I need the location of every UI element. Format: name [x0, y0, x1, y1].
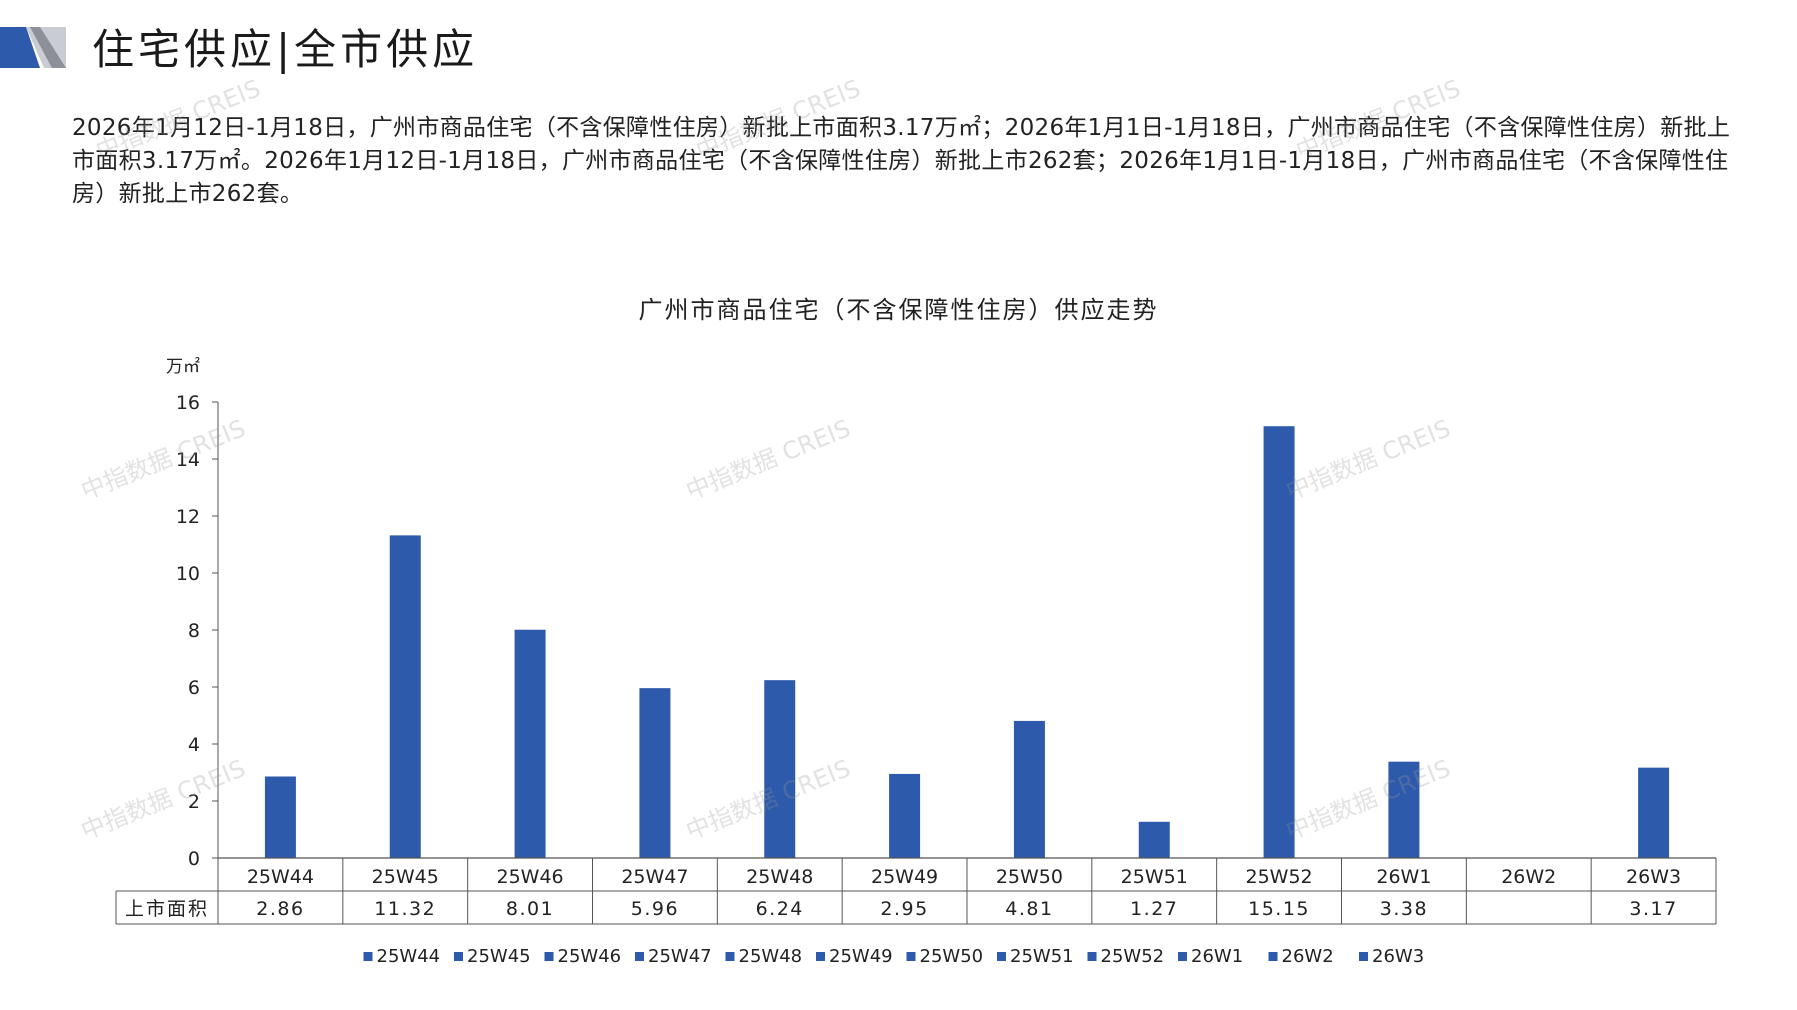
legend-swatch: [1178, 952, 1187, 961]
header-logo-shape: [0, 27, 66, 68]
legend-swatch: [1268, 952, 1278, 961]
category-label: 25W49: [871, 866, 938, 888]
category-label: 25W44: [247, 866, 314, 888]
legend-item: 25W46: [558, 946, 622, 967]
y-tick-label: 0: [188, 848, 200, 870]
y-axis-unit: 万㎡: [166, 357, 200, 377]
category-label: 26W1: [1376, 866, 1431, 888]
legend-swatch: [816, 952, 825, 961]
legend-swatch: [363, 952, 373, 961]
y-tick-label: 14: [176, 449, 200, 471]
data-label: 3.38: [1380, 898, 1428, 920]
legend-item: 26W2: [1282, 946, 1334, 967]
legend-swatch: [454, 952, 463, 961]
y-tick-label: 12: [176, 506, 200, 528]
legend-item: 25W49: [829, 946, 893, 967]
data-label: 3.17: [1629, 898, 1677, 920]
table-series-label: 上市面积: [125, 898, 209, 920]
legend-item: 26W1: [1191, 946, 1243, 967]
legend-item: 25W44: [377, 946, 441, 967]
chart-title: 广州市商品住宅（不含保障性住房）供应走势: [638, 296, 1159, 324]
legend-item: 25W50: [920, 946, 984, 967]
data-label: 4.81: [1005, 898, 1053, 920]
bar-25w47: [639, 688, 671, 858]
bar-25w50: [1013, 720, 1045, 858]
legend-item: 25W51: [1010, 946, 1074, 967]
header: 住宅供应|全市供应: [0, 0, 1797, 100]
data-label: 11.32: [374, 898, 436, 920]
y-tick-label: 8: [188, 620, 200, 642]
legend-item: 25W45: [467, 946, 531, 967]
legend-swatch: [725, 952, 735, 961]
bar-25w44: [264, 776, 296, 858]
summary-text: 2026年1月12日-1月18日，广州市商品住宅（不含保障性住房）新批上市面积3…: [72, 115, 1731, 207]
category-label: 25W52: [1246, 866, 1313, 888]
category-label: 26W3: [1626, 866, 1681, 888]
category-label: 25W50: [996, 866, 1063, 888]
y-tick-label: 6: [188, 677, 200, 699]
category-label: 25W48: [746, 866, 813, 888]
legend-swatch: [906, 952, 916, 961]
y-tick-label: 4: [188, 734, 200, 756]
legend-swatch: [1087, 952, 1097, 961]
legend-item: 25W48: [739, 946, 803, 967]
category-label: 26W2: [1501, 866, 1556, 888]
legend-swatch: [1359, 952, 1368, 961]
legend-swatch: [635, 952, 644, 961]
category-label: 25W45: [372, 866, 439, 888]
bar-25w51: [1138, 821, 1170, 858]
legend-swatch: [997, 952, 1006, 961]
legend-item: 25W52: [1101, 946, 1165, 967]
bar-25w45: [389, 535, 421, 858]
bar-25w49: [889, 773, 921, 858]
y-tick-label: 2: [188, 791, 200, 813]
legend-swatch: [544, 952, 554, 961]
category-label: 25W47: [621, 866, 688, 888]
page-title: 住宅供应|全市供应: [92, 25, 479, 74]
bar-26w3: [1638, 767, 1670, 858]
category-label: 25W51: [1121, 866, 1188, 888]
legend-item: 26W3: [1372, 946, 1424, 967]
data-label: 2.86: [256, 898, 304, 920]
bar-25w52: [1263, 426, 1295, 858]
data-label: 15.15: [1248, 898, 1310, 920]
bar-25w46: [514, 629, 546, 858]
data-label: 2.95: [880, 898, 928, 920]
bar-26w1: [1388, 761, 1420, 858]
bar-25w48: [764, 680, 796, 858]
data-label: 6.24: [756, 898, 804, 920]
data-label: 8.01: [506, 898, 554, 920]
data-label: 5.96: [631, 898, 679, 920]
data-label: 1.27: [1130, 898, 1178, 920]
y-tick-label: 10: [176, 563, 200, 585]
legend-item: 25W47: [648, 946, 712, 967]
y-tick-label: 16: [176, 392, 200, 414]
category-label: 25W46: [497, 866, 564, 888]
